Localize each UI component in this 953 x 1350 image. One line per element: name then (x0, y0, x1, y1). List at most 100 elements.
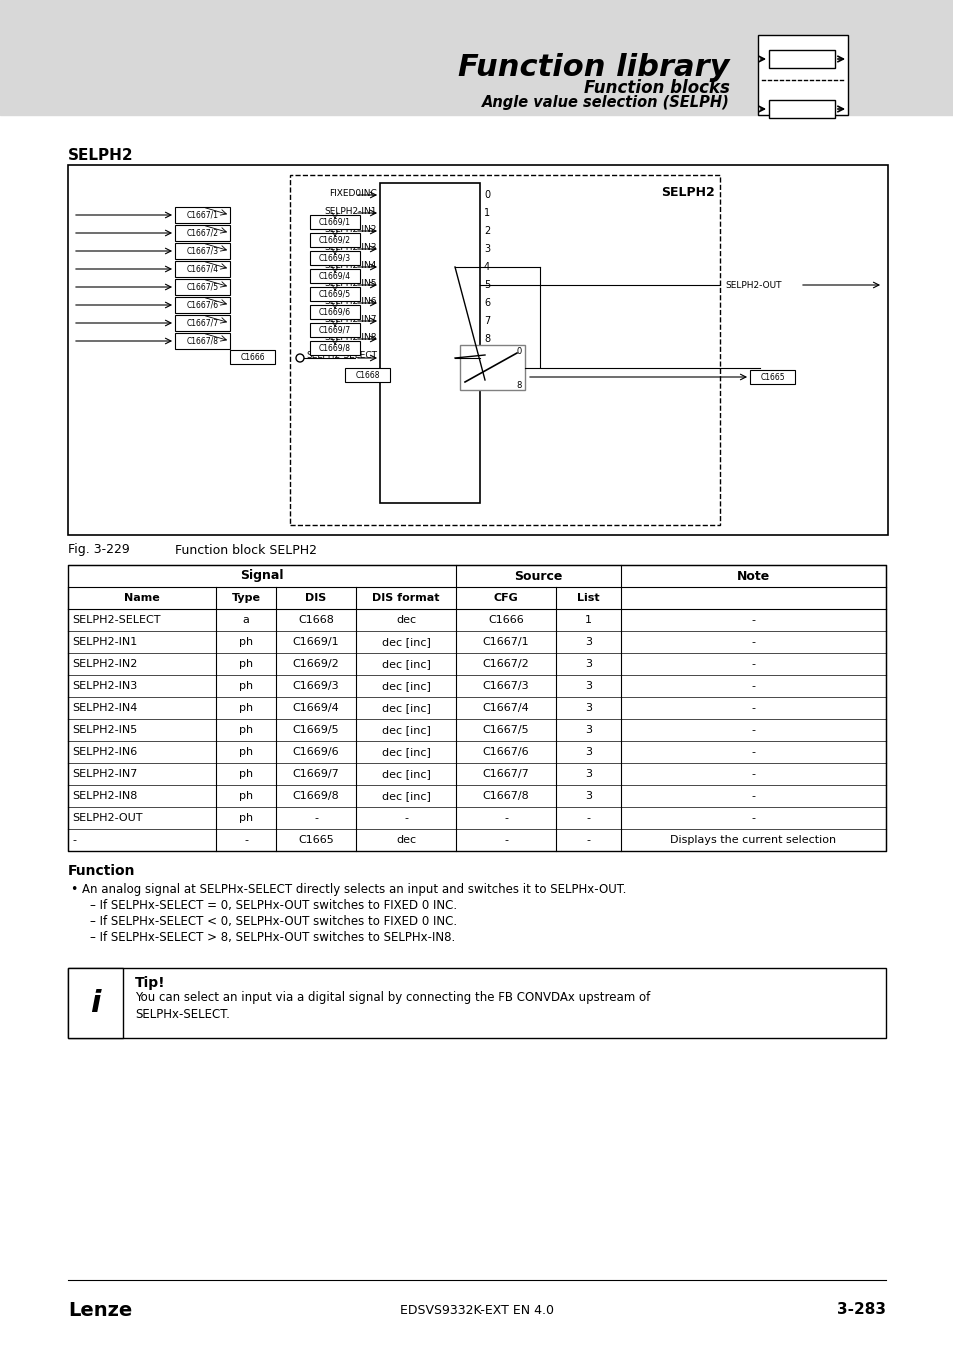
Text: SELPH2-IN2: SELPH2-IN2 (71, 659, 137, 670)
Text: Angle value selection (SELPH): Angle value selection (SELPH) (482, 96, 729, 111)
Text: SELPH2-IN1: SELPH2-IN1 (324, 207, 376, 216)
Text: dec [inc]: dec [inc] (381, 791, 430, 801)
Text: Name: Name (124, 593, 160, 603)
Text: -: - (751, 703, 755, 713)
Bar (230, 350, 274, 365)
Text: 7: 7 (483, 316, 490, 325)
Bar (379, 184, 479, 504)
Text: -: - (71, 836, 76, 845)
Text: DIS: DIS (305, 593, 326, 603)
Text: C1669/4: C1669/4 (293, 703, 339, 713)
Text: dec [inc]: dec [inc] (381, 747, 430, 757)
Bar (310, 342, 359, 355)
Bar (174, 279, 230, 296)
Bar (68, 566, 885, 850)
Text: Tip!: Tip! (135, 976, 166, 990)
Bar (174, 243, 230, 259)
Text: 3: 3 (584, 747, 592, 757)
Text: C1669/7: C1669/7 (318, 325, 351, 335)
Text: SELPH2-IN4: SELPH2-IN4 (71, 703, 137, 713)
Text: SELPH2-IN5: SELPH2-IN5 (71, 725, 137, 734)
Text: 8: 8 (483, 333, 490, 344)
Text: SELPH2-OUT: SELPH2-OUT (71, 813, 142, 823)
Text: C1669/4: C1669/4 (318, 271, 351, 281)
Bar (749, 370, 794, 383)
Text: DIS format: DIS format (372, 593, 439, 603)
Text: dec [inc]: dec [inc] (381, 637, 430, 647)
Text: C1666: C1666 (488, 616, 523, 625)
Text: 0: 0 (483, 190, 490, 200)
Text: C1666: C1666 (240, 352, 265, 362)
Bar (758, 35, 847, 115)
Text: 5: 5 (483, 279, 490, 290)
Bar (310, 215, 359, 230)
Text: -: - (586, 813, 590, 823)
Text: C1667/2: C1667/2 (186, 228, 218, 238)
Text: •: • (71, 883, 77, 895)
Text: ph: ph (238, 813, 253, 823)
Text: FIXED0INC: FIXED0INC (329, 189, 376, 197)
Text: – If SELPHx-SELECT < 0, SELPHx-OUT switches to FIXED 0 INC.: – If SELPHx-SELECT < 0, SELPHx-OUT switc… (90, 914, 456, 927)
Text: SELPH2-IN4: SELPH2-IN4 (324, 261, 376, 270)
Text: 3-283: 3-283 (836, 1303, 885, 1318)
Text: C1669/2: C1669/2 (293, 659, 339, 670)
Text: -: - (751, 813, 755, 823)
Text: C1667/4: C1667/4 (482, 703, 529, 713)
Text: Note: Note (736, 570, 769, 582)
Text: C1669/3: C1669/3 (318, 254, 351, 262)
Bar (310, 323, 359, 338)
Text: C1667/2: C1667/2 (482, 659, 529, 670)
Text: SELPH2-IN3: SELPH2-IN3 (324, 243, 376, 251)
Text: SELPH2-IN5: SELPH2-IN5 (324, 278, 376, 288)
Text: -: - (586, 836, 590, 845)
Text: SELPH2-IN2: SELPH2-IN2 (324, 224, 376, 234)
Text: C1669/6: C1669/6 (318, 308, 351, 316)
Text: -: - (244, 836, 248, 845)
Text: C1667/6: C1667/6 (186, 301, 218, 309)
Text: An analog signal at SELPHx-SELECT directly selects an input and switches it to S: An analog signal at SELPHx-SELECT direct… (82, 883, 626, 895)
Text: C1667/6: C1667/6 (482, 747, 529, 757)
Bar (290, 176, 720, 525)
Text: 1: 1 (483, 208, 490, 217)
Text: You can select an input via a digital signal by connecting the FB CONVDAx upstre: You can select an input via a digital si… (135, 991, 650, 1004)
Text: SELPH2-OUT: SELPH2-OUT (724, 281, 781, 289)
Text: -: - (751, 616, 755, 625)
Text: SELPH2-IN3: SELPH2-IN3 (71, 680, 137, 691)
Text: EDSVS9332K-EXT EN 4.0: EDSVS9332K-EXT EN 4.0 (399, 1304, 554, 1316)
Text: SELPH2-IN6: SELPH2-IN6 (324, 297, 376, 305)
Text: 3: 3 (483, 244, 490, 254)
Text: SELPHx-SELECT.: SELPHx-SELECT. (135, 1007, 230, 1021)
Text: – If SELPHx-SELECT = 0, SELPHx-OUT switches to FIXED 0 INC.: – If SELPHx-SELECT = 0, SELPHx-OUT switc… (90, 899, 456, 911)
Text: C1669/5: C1669/5 (293, 725, 339, 734)
Text: dec [inc]: dec [inc] (381, 725, 430, 734)
Text: ph: ph (238, 637, 253, 647)
Bar (174, 207, 230, 223)
Text: SELPH2-IN6: SELPH2-IN6 (71, 747, 137, 757)
Text: C1667/1: C1667/1 (482, 637, 529, 647)
Bar (768, 100, 834, 117)
Text: C1667/4: C1667/4 (186, 265, 218, 274)
Text: 0: 0 (516, 347, 521, 356)
Text: C1667/8: C1667/8 (482, 791, 529, 801)
Text: 4: 4 (483, 262, 490, 271)
Text: C1667/7: C1667/7 (482, 769, 529, 779)
Text: -: - (751, 725, 755, 734)
Text: C1669/1: C1669/1 (318, 217, 351, 227)
Text: C1668: C1668 (355, 370, 379, 379)
Text: a: a (242, 616, 249, 625)
Text: dec [inc]: dec [inc] (381, 769, 430, 779)
Text: SELPH2: SELPH2 (68, 147, 133, 162)
Text: SELPH2-SELECT: SELPH2-SELECT (71, 616, 160, 625)
Text: Function library: Function library (458, 54, 729, 82)
Text: C1667/5: C1667/5 (186, 282, 218, 292)
Text: Function block SELPH2: Function block SELPH2 (174, 544, 316, 556)
Text: ph: ph (238, 725, 253, 734)
Text: ph: ph (238, 703, 253, 713)
Bar (310, 305, 359, 319)
Text: -: - (751, 680, 755, 691)
Text: dec [inc]: dec [inc] (381, 703, 430, 713)
Text: ph: ph (238, 769, 253, 779)
Text: 3: 3 (584, 725, 592, 734)
Text: SELPH2-IN7: SELPH2-IN7 (71, 769, 137, 779)
Text: -: - (314, 813, 317, 823)
